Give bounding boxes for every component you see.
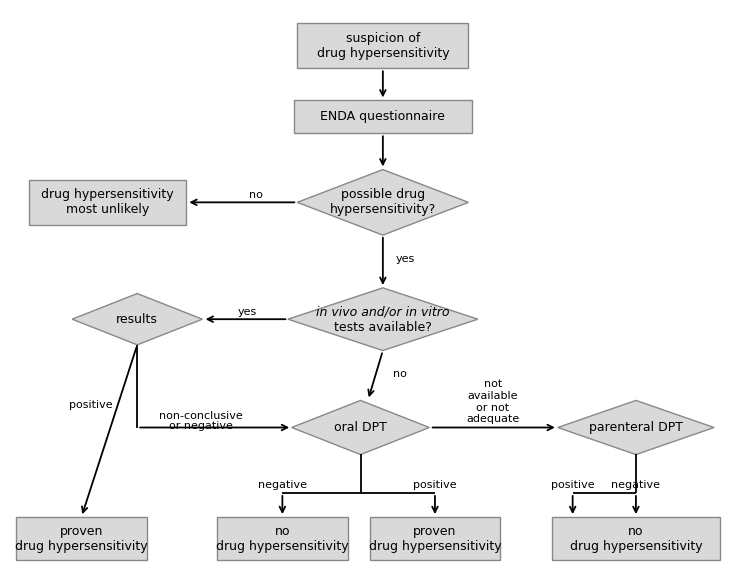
Text: negative: negative <box>612 479 661 490</box>
Text: negative: negative <box>258 479 307 490</box>
Text: ENDA questionnaire: ENDA questionnaire <box>320 111 445 123</box>
Text: yes: yes <box>238 307 257 317</box>
Text: drug hypersensitivity
most unlikely: drug hypersensitivity most unlikely <box>42 188 174 217</box>
Text: suspicion of
drug hypersensitivity: suspicion of drug hypersensitivity <box>316 31 449 60</box>
Text: parenteral DPT: parenteral DPT <box>589 421 683 434</box>
Text: no
drug hypersensitivity: no drug hypersensitivity <box>216 524 349 553</box>
FancyBboxPatch shape <box>370 518 500 560</box>
Text: proven
drug hypersensitivity: proven drug hypersensitivity <box>15 524 148 553</box>
FancyBboxPatch shape <box>297 23 468 68</box>
Polygon shape <box>291 400 430 455</box>
Text: positive: positive <box>69 400 113 410</box>
FancyBboxPatch shape <box>552 518 720 560</box>
Polygon shape <box>297 170 468 235</box>
Text: not
available
or not
adequate: not available or not adequate <box>467 380 519 424</box>
Text: proven
drug hypersensitivity: proven drug hypersensitivity <box>368 524 501 553</box>
Text: no: no <box>393 369 406 379</box>
Text: positive: positive <box>413 479 457 490</box>
Text: yes: yes <box>396 254 414 264</box>
Polygon shape <box>558 400 714 455</box>
Text: in vivo and/or in vitro: in vivo and/or in vitro <box>316 306 450 319</box>
Text: no: no <box>249 190 263 200</box>
FancyBboxPatch shape <box>294 100 472 133</box>
FancyBboxPatch shape <box>29 180 186 225</box>
Text: non-conclusive: non-conclusive <box>159 411 242 421</box>
Text: tests available?: tests available? <box>334 321 432 334</box>
Text: or negative: or negative <box>168 421 233 431</box>
Polygon shape <box>288 288 478 351</box>
Polygon shape <box>72 294 202 345</box>
Text: possible drug
hypersensitivity?: possible drug hypersensitivity? <box>330 188 436 217</box>
Text: results: results <box>116 313 159 325</box>
FancyBboxPatch shape <box>217 518 347 560</box>
Text: no
drug hypersensitivity: no drug hypersensitivity <box>569 524 702 553</box>
Text: positive: positive <box>551 479 594 490</box>
FancyBboxPatch shape <box>17 518 146 560</box>
Text: oral DPT: oral DPT <box>334 421 387 434</box>
